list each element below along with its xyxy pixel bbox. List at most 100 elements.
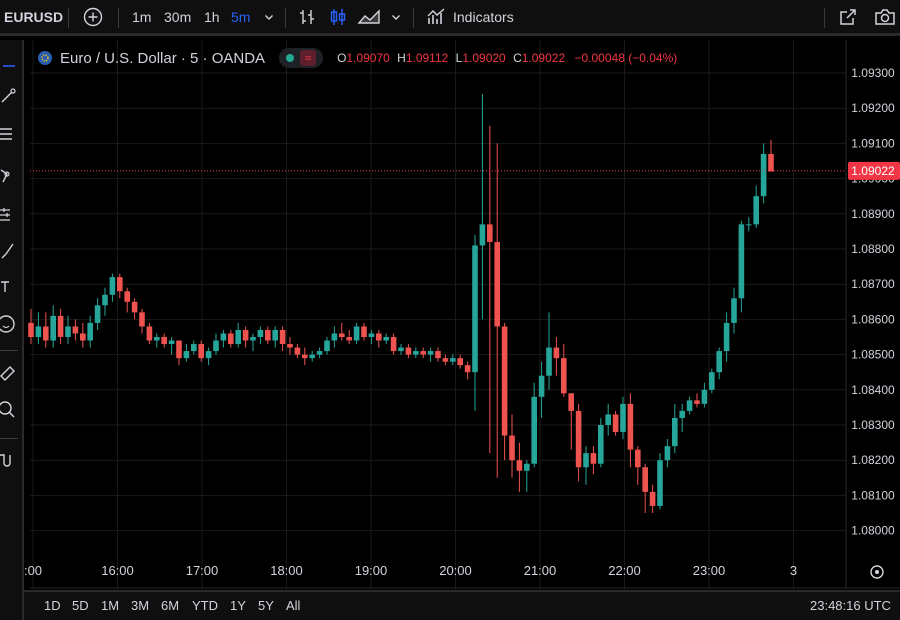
candle-body: [339, 333, 345, 337]
time-tick-label: 20:00: [439, 563, 472, 578]
candle-body: [376, 333, 382, 341]
area-style-button[interactable]: [357, 0, 383, 34]
settings-gear-icon[interactable]: [870, 565, 884, 579]
range-5d-button[interactable]: 5D: [72, 598, 89, 613]
range-1d-button[interactable]: 1D: [44, 598, 61, 613]
candle: [161, 333, 167, 348]
add-symbol-icon: [83, 7, 103, 27]
candle: [139, 308, 145, 334]
candle-body: [331, 333, 338, 341]
candle: [154, 333, 160, 348]
candle: [146, 322, 153, 345]
candle-body: [642, 467, 648, 492]
candle: [598, 417, 604, 468]
candle: [553, 337, 560, 376]
interval-30m-label: 30m: [164, 9, 192, 25]
magnet-tool[interactable]: [0, 452, 22, 476]
candle-body: [43, 326, 49, 341]
candle: [694, 393, 700, 408]
gear-center: [875, 570, 879, 574]
candle-body: [553, 347, 560, 359]
range-1m-button[interactable]: 1M: [101, 598, 120, 613]
pattern-icon: [0, 169, 10, 183]
indicators-button[interactable]: Indicators: [426, 0, 514, 34]
candle-body: [583, 453, 589, 468]
range-3m-button[interactable]: 3M: [131, 598, 150, 613]
chart-style-dropdown-button[interactable]: [390, 0, 402, 34]
interval-30m-button[interactable]: 30m: [164, 0, 191, 34]
candle: [279, 326, 286, 352]
pattern-tool[interactable]: [0, 164, 22, 188]
candle: [50, 305, 56, 348]
candle: [531, 382, 537, 468]
candle: [457, 354, 463, 369]
wave-icon: ≈: [300, 50, 317, 66]
candle: [213, 333, 219, 355]
text-tool[interactable]: [0, 276, 22, 300]
candle-body: [716, 351, 722, 373]
range-ytd-button[interactable]: YTD: [192, 598, 218, 613]
interval-5m-label: 5m: [231, 9, 251, 25]
legend-title: Euro / U.S. Dollar · 5 · OANDA: [60, 49, 266, 67]
interval-5m-button[interactable]: 5m: [231, 0, 250, 34]
bar-style-button[interactable]: [297, 0, 317, 34]
time-tick-label: :00: [24, 563, 42, 578]
range-6m-button[interactable]: 6M: [161, 598, 180, 613]
candle-body: [35, 326, 42, 337]
snapshot-button[interactable]: [838, 0, 858, 34]
candle: [250, 333, 256, 352]
candle: [620, 396, 626, 440]
candle-body: [546, 347, 552, 376]
forecast-tool[interactable]: [0, 204, 22, 228]
candle: [168, 337, 175, 355]
add-symbol-button[interactable]: [82, 0, 104, 34]
brush-tool[interactable]: [0, 240, 22, 264]
candle-body: [80, 333, 86, 341]
candle: [87, 315, 93, 348]
price-tick-label: 1.08200: [851, 453, 895, 467]
camera-button[interactable]: [874, 0, 896, 34]
candle-body: [531, 396, 537, 464]
range-all-button[interactable]: All: [286, 598, 301, 613]
candle-body: [509, 435, 515, 461]
market-status-badge[interactable]: ≈: [279, 48, 324, 68]
candle-style-button[interactable]: [328, 0, 348, 34]
candle-body: [561, 358, 567, 394]
range-1y-button[interactable]: 1Y: [230, 598, 246, 613]
candle-body: [368, 333, 375, 337]
chevron-down-icon: [392, 15, 400, 20]
candle-body: [272, 329, 278, 341]
interval-1m-label: 1m: [132, 9, 152, 25]
interval-1m-button[interactable]: 1m: [132, 0, 151, 34]
candle-body: [383, 337, 389, 341]
candle-body: [494, 241, 500, 327]
toolbar-divider: [0, 438, 18, 439]
candle-body: [538, 375, 545, 397]
fib-tool[interactable]: [0, 124, 22, 148]
price-axis[interactable]: [846, 40, 900, 588]
candle-body: [605, 414, 611, 425]
zoom-tool[interactable]: [0, 400, 22, 424]
cursor-tool[interactable]: [0, 56, 22, 80]
trend-line-tool[interactable]: [0, 84, 22, 108]
candle-body: [768, 153, 774, 172]
candle: [346, 329, 352, 345]
price-tick-label: 1.09100: [851, 136, 895, 150]
high-value: 1.09112: [405, 51, 449, 65]
interval-dropdown-button[interactable]: [263, 0, 275, 34]
interval-1h-button[interactable]: 1h: [204, 0, 220, 34]
range-5y-button[interactable]: 5Y: [258, 598, 274, 613]
candle: [117, 273, 123, 299]
candle: [383, 333, 389, 345]
symbol-search-button[interactable]: EURUSD: [4, 0, 63, 34]
candle: [272, 326, 278, 348]
time-tick-label: 18:00: [270, 563, 303, 578]
candle-body: [124, 291, 130, 302]
candle: [427, 347, 434, 362]
price-tick-label: 1.08300: [851, 418, 895, 432]
time-tick-label: 19:00: [355, 563, 388, 578]
emoji-tool[interactable]: [0, 314, 22, 338]
candle: [220, 329, 227, 348]
measure-tool[interactable]: [0, 362, 22, 386]
